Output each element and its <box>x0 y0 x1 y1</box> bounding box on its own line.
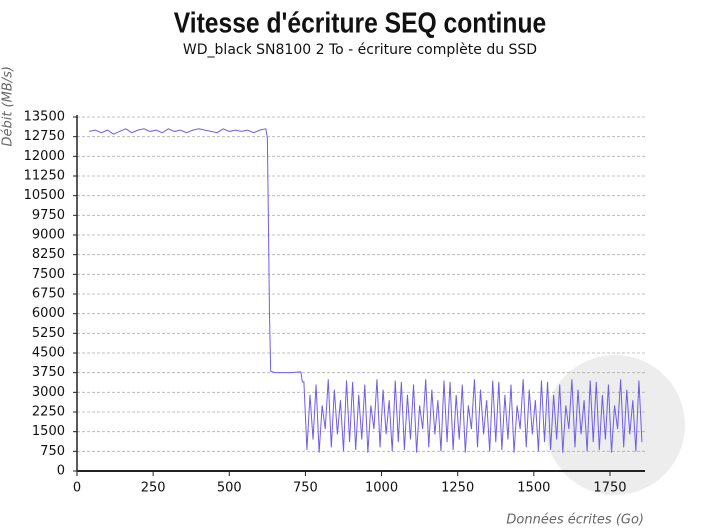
y-tick-label: 10500 <box>24 188 65 203</box>
chart-subtitle: WD_black SN8100 2 To - écriture complète… <box>183 42 537 58</box>
x-tick-label: 1000 <box>365 481 398 496</box>
y-tick-label: 4500 <box>32 346 65 361</box>
y-tick-label: 0 <box>57 464 65 479</box>
y-tick-label: 5250 <box>32 326 65 341</box>
y-tick-label: 3750 <box>32 365 65 380</box>
y-tick-label: 3000 <box>32 385 65 400</box>
y-tick-label: 2250 <box>32 405 65 420</box>
y-tick-label: 8250 <box>32 247 65 262</box>
y-tick-label: 6750 <box>32 287 65 302</box>
y-tick-label: 13500 <box>24 110 65 125</box>
y-tick-label: 7500 <box>32 267 65 282</box>
y-tick-label: 9000 <box>32 228 65 243</box>
x-tick-label: 1250 <box>441 481 474 496</box>
x-tick-label: 1750 <box>593 481 626 496</box>
x-axis-label: Données écrites (Go) <box>506 513 644 528</box>
y-tick-label: 11250 <box>24 169 65 184</box>
chart-title: Vitesse d'écriture SEQ continue <box>174 7 546 39</box>
y-tick-label: 750 <box>40 444 65 459</box>
y-tick-label: 9750 <box>32 208 65 223</box>
x-tick-label: 1500 <box>517 481 550 496</box>
x-tick-label: 500 <box>217 481 242 496</box>
x-tick-label: 750 <box>293 481 318 496</box>
watermark <box>545 355 685 495</box>
y-tick-label: 12750 <box>24 129 65 144</box>
data-line <box>89 128 643 453</box>
y-tick-label: 12000 <box>24 149 65 164</box>
y-axis-label: Débit (MB/s) <box>1 66 16 147</box>
y-tick-label: 1500 <box>32 424 65 439</box>
x-tick-label: 250 <box>141 481 166 496</box>
y-tick-label: 6000 <box>32 306 65 321</box>
x-tick-label: 0 <box>73 481 81 496</box>
